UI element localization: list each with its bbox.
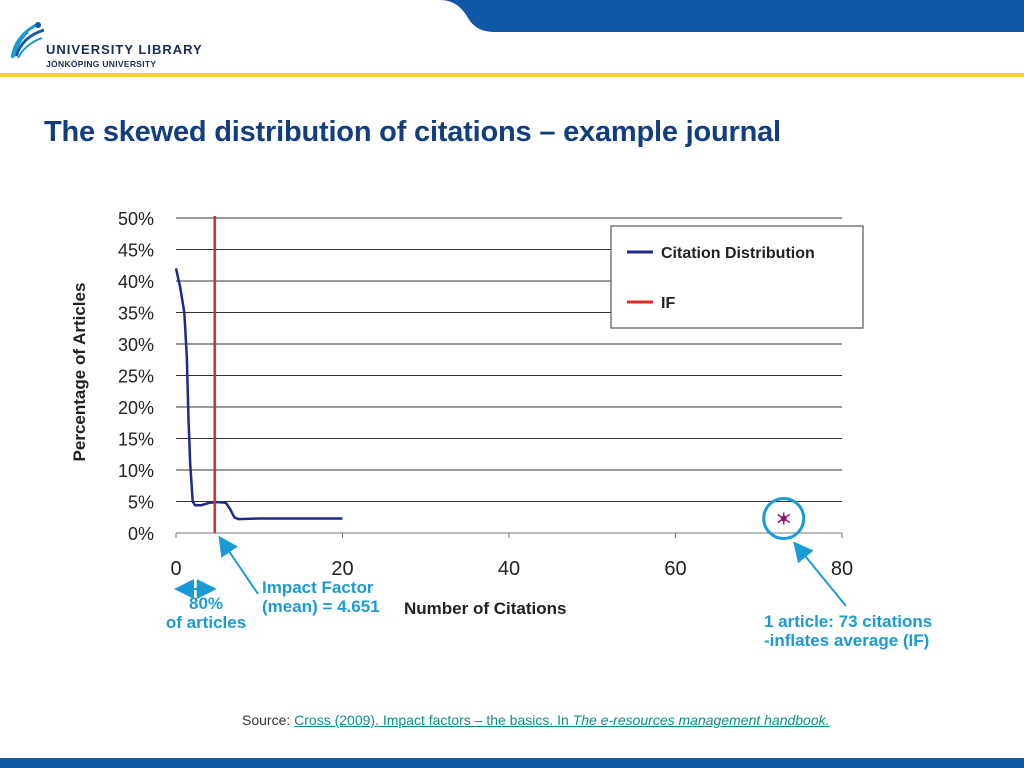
x-tick-label: 60 xyxy=(664,558,686,580)
outlier-annotation-line1: 1 article: 73 citations xyxy=(764,612,933,631)
y-axis-label: Percentage of Articles xyxy=(70,283,89,462)
slide-title: The skewed distribution of citations – e… xyxy=(44,116,781,148)
source-citation: Source: Cross (2009). Impact factors – t… xyxy=(242,712,830,728)
impact-factor-annotation: Impact Factor (mean) = 4.651 xyxy=(262,578,380,616)
range-annotation: 80% of articles xyxy=(158,594,254,632)
legend-label: IF xyxy=(661,295,675,312)
y-tick-label: 15% xyxy=(118,430,154,450)
x-tick-label: 20 xyxy=(331,558,353,580)
impact-factor-arrow xyxy=(218,535,259,595)
library-name: UNIVERSITY LIBRARY xyxy=(46,42,203,57)
top-banner xyxy=(0,0,1024,32)
impact-factor-annotation-title: Impact Factor xyxy=(262,578,374,597)
range-annotation-percent: 80% xyxy=(188,594,224,613)
outlier-arrow xyxy=(793,541,847,607)
y-tick-label: 5% xyxy=(128,493,154,513)
y-tick-label: 45% xyxy=(118,241,154,261)
y-tick-label: 30% xyxy=(118,335,154,355)
y-tick-label: 25% xyxy=(118,367,154,387)
legend-label: Citation Distribution xyxy=(661,245,815,262)
outlier-highlight-circle xyxy=(762,497,806,541)
y-tick-label: 40% xyxy=(118,272,154,292)
impact-factor-annotation-value: (mean) = 4.651 xyxy=(262,597,380,616)
source-link-text: Cross (2009). Impact factors – the basic… xyxy=(294,712,573,728)
university-name: JÖNKÖPING UNIVERSITY xyxy=(46,59,157,69)
y-tick-label: 10% xyxy=(118,461,154,481)
source-link-title: The e-resources management handbook. xyxy=(572,712,830,728)
university-logo-icon xyxy=(10,22,45,59)
x-tick-label: 0 xyxy=(170,558,181,580)
legend-box xyxy=(610,225,864,329)
range-annotation-label: of articles xyxy=(165,613,247,632)
citation-distribution-line xyxy=(174,268,343,521)
source-link[interactable]: Cross (2009). Impact factors – the basic… xyxy=(294,712,829,728)
header-rule xyxy=(0,73,1024,77)
outlier-point xyxy=(777,512,791,525)
x-axis-label: Number of Citations xyxy=(404,599,566,618)
x-tick-label: 80 xyxy=(831,558,853,580)
y-tick-label: 0% xyxy=(128,524,154,544)
outlier-annotation: 1 article: 73 citations -inflates averag… xyxy=(764,612,932,650)
y-tick-label: 20% xyxy=(118,398,154,418)
source-prefix: Source: xyxy=(242,712,295,728)
x-tick-label: 40 xyxy=(498,558,520,580)
footer-bar xyxy=(0,758,1024,768)
y-tick-label: 35% xyxy=(118,304,154,324)
outlier-annotation-line2: -inflates average (IF) xyxy=(764,631,930,650)
y-tick-label: 50% xyxy=(118,209,154,229)
